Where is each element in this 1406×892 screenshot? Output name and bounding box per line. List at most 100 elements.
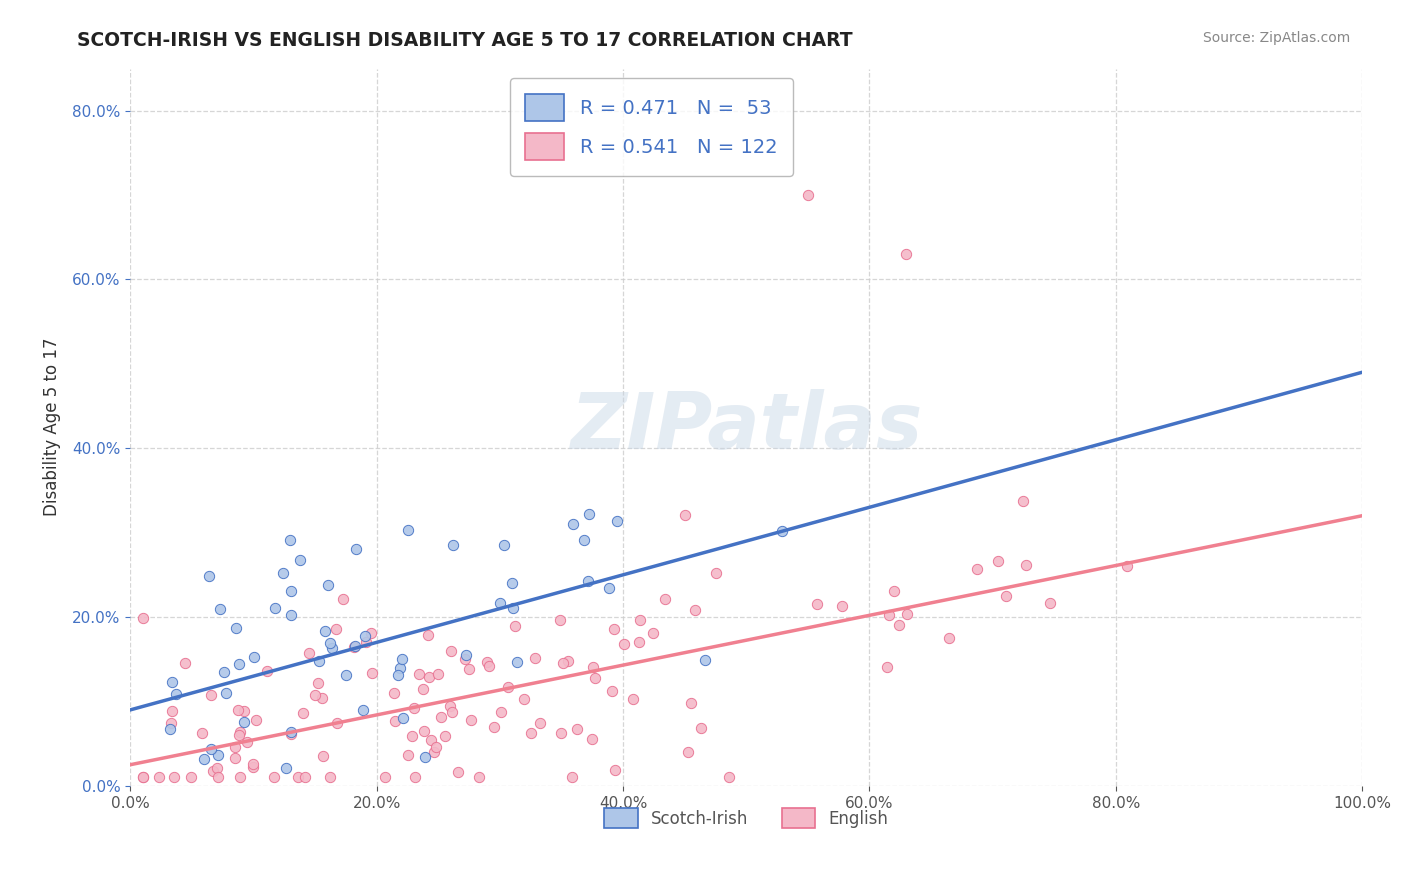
Point [413,750,436,764]
Point [228,728,250,742]
Point [523,650,546,665]
Point [307,676,329,690]
Point [263,770,285,784]
Point [229,770,252,784]
Point [877,607,900,622]
Point [478,659,501,673]
Point [678,745,700,759]
Point [441,538,464,552]
Point [938,632,960,646]
Point [422,745,444,759]
Point [529,716,551,731]
Point [325,623,347,637]
Point [468,770,491,784]
Point [628,613,651,627]
Point [225,621,247,635]
Point [314,624,336,638]
Point [883,583,905,598]
Point [621,691,644,706]
Point [160,674,183,689]
Point [550,726,572,740]
Point [627,635,650,649]
Point [387,668,409,682]
Point [163,770,186,784]
Point [995,589,1018,603]
Point [553,656,575,670]
Point [319,635,342,649]
Point [454,648,477,662]
Point [685,603,707,617]
Point [418,670,440,684]
Point [391,711,413,725]
Point [412,682,434,697]
Point [256,665,278,679]
Point [384,714,406,728]
Text: SCOTCH-IRISH VS ENGLISH DISABILITY AGE 5 TO 17 CORRELATION CHART: SCOTCH-IRISH VS ENGLISH DISABILITY AGE 5… [77,31,853,50]
Point [1015,558,1038,572]
Point [215,685,238,699]
Point [382,686,405,700]
Point [232,704,254,718]
Point [132,770,155,784]
Point [212,665,235,680]
Point [335,668,357,682]
Point [567,722,589,736]
Point [264,600,287,615]
Point [578,507,600,521]
Point [160,704,183,718]
Point [561,770,583,784]
Point [207,747,229,762]
Point [132,770,155,784]
Point [354,629,377,643]
Point [606,514,628,528]
Point [889,617,911,632]
Point [673,508,696,522]
Point [770,524,793,538]
Point [489,596,512,610]
Point [430,710,453,724]
Point [484,719,506,733]
Point [193,751,215,765]
Point [308,654,330,668]
Point [1012,493,1035,508]
Point [583,671,606,685]
Point [425,739,447,754]
Point [224,740,246,755]
Point [831,599,853,613]
Point [200,688,222,702]
Point [693,653,716,667]
Point [966,562,988,576]
Point [418,628,440,642]
Point [503,618,526,632]
Point [404,701,426,715]
Point [506,655,529,669]
Point [233,714,256,729]
Point [679,696,702,710]
Point [205,761,228,775]
Point [316,578,339,592]
Point [148,770,170,784]
Point [391,652,413,666]
Point [276,761,298,775]
Point [896,607,918,622]
Point [360,626,382,640]
Point [427,667,450,681]
Point [513,691,536,706]
Point [454,652,477,666]
Point [228,657,250,671]
Point [460,713,482,727]
Point [582,659,605,673]
Point [198,569,221,583]
Point [613,636,636,650]
Point [434,730,457,744]
Point [201,764,224,779]
Point [298,646,321,660]
Point [401,729,423,743]
Point [718,770,741,784]
Point [475,655,498,669]
Point [304,688,326,702]
Point [229,725,252,739]
Point [602,684,624,698]
Point [360,665,382,680]
Point [502,600,524,615]
